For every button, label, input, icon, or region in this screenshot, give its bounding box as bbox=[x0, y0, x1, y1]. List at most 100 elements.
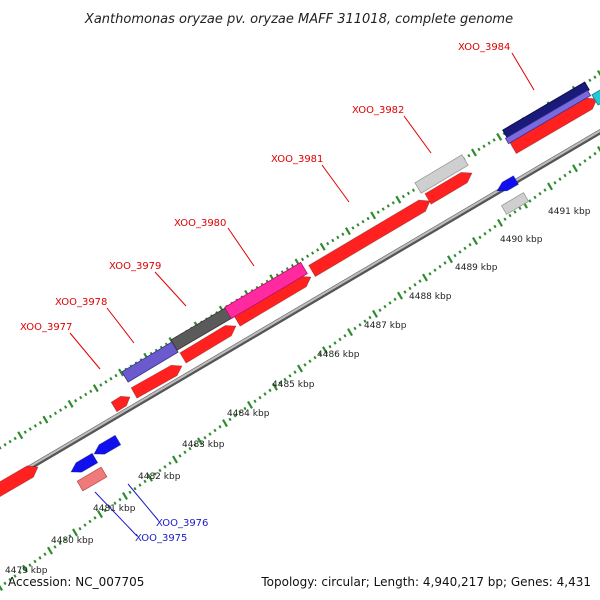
major-tick bbox=[42, 415, 49, 424]
minor-tick bbox=[483, 232, 487, 236]
kbp-scale-labels: 4479 kbp 4480 kbp 4481 kbp 4482 kbp 4483… bbox=[5, 207, 591, 576]
gene-block-xoo-3978[interactable] bbox=[121, 341, 179, 383]
major-tick bbox=[172, 455, 178, 464]
minor-tick bbox=[300, 257, 305, 262]
minor-tick bbox=[338, 337, 342, 342]
gene-block-xoo-3979-red[interactable] bbox=[179, 325, 237, 364]
minor-tick bbox=[391, 201, 395, 205]
minor-tick bbox=[376, 210, 380, 214]
gene-block-xoo-3982-red[interactable] bbox=[424, 171, 473, 205]
minor-tick bbox=[408, 286, 412, 291]
gene-label-xoo-3979[interactable]: XOO_3979 bbox=[109, 261, 161, 272]
gene-block-blue-right[interactable] bbox=[496, 175, 520, 192]
gene-block-pink[interactable] bbox=[76, 466, 108, 492]
minor-tick bbox=[33, 424, 37, 428]
major-tick bbox=[247, 400, 253, 409]
major-tick bbox=[547, 182, 553, 191]
minor-tick bbox=[368, 315, 372, 320]
major-tick bbox=[397, 291, 403, 300]
gene-block-xoo-3977[interactable] bbox=[110, 395, 131, 413]
minor-tick bbox=[513, 210, 517, 214]
minor-tick bbox=[183, 450, 187, 454]
major-tick bbox=[197, 437, 203, 446]
major-tick bbox=[497, 218, 503, 227]
minor-tick bbox=[458, 250, 462, 254]
minor-tick bbox=[467, 153, 471, 158]
minor-tick bbox=[48, 414, 53, 419]
gene-block-left-partial[interactable] bbox=[0, 465, 39, 501]
gene-block-grey-right[interactable] bbox=[500, 192, 530, 215]
minor-tick bbox=[503, 217, 507, 221]
minor-tick bbox=[333, 341, 337, 345]
minor-tick bbox=[83, 523, 87, 527]
minor-tick bbox=[193, 443, 197, 447]
minor-tick bbox=[203, 435, 207, 440]
minor-tick bbox=[528, 199, 532, 203]
minor-tick bbox=[38, 556, 42, 560]
minor-tick bbox=[68, 534, 72, 538]
major-tick bbox=[344, 227, 351, 236]
minor-tick bbox=[18, 570, 22, 575]
major-tick bbox=[422, 273, 428, 282]
gene-block-xoo-3980[interactable] bbox=[224, 261, 308, 320]
gene-block-xoo-3981[interactable] bbox=[308, 199, 431, 278]
minor-tick bbox=[8, 439, 12, 444]
minor-tick bbox=[488, 228, 492, 232]
minor-tick bbox=[99, 383, 103, 387]
gene-label-xoo-3975[interactable]: XOO_3975 bbox=[135, 533, 187, 544]
minor-tick bbox=[263, 392, 267, 396]
major-tick bbox=[496, 132, 503, 141]
minor-tick bbox=[13, 574, 17, 578]
gene-label-xoo-3980[interactable]: XOO_3980 bbox=[174, 218, 226, 229]
kbp-label: 4484 kbp bbox=[227, 409, 270, 419]
gene-label-xoo-3981[interactable]: XOO_3981 bbox=[271, 154, 323, 165]
major-tick bbox=[22, 564, 28, 573]
minor-tick bbox=[563, 173, 567, 178]
minor-tick bbox=[308, 359, 312, 363]
gene-label-xoo-3978[interactable]: XOO_3978 bbox=[55, 297, 107, 308]
minor-tick bbox=[568, 170, 572, 174]
minor-tick bbox=[363, 319, 367, 323]
gene-block-cyan-partial[interactable] bbox=[591, 89, 600, 106]
minor-tick bbox=[104, 380, 108, 384]
minor-tick bbox=[366, 216, 370, 221]
major-tick bbox=[447, 255, 453, 264]
gene-block-xoo-3978-red[interactable] bbox=[130, 364, 183, 399]
minor-tick bbox=[238, 410, 242, 414]
minor-tick bbox=[133, 486, 137, 491]
minor-tick bbox=[306, 254, 310, 258]
minor-tick bbox=[463, 246, 467, 251]
major-tick bbox=[472, 237, 478, 246]
minor-tick bbox=[336, 235, 340, 240]
minor-tick bbox=[487, 141, 491, 145]
major-tick bbox=[47, 546, 53, 555]
kbp-label: 4488 kbp bbox=[409, 292, 452, 302]
leader-xoo-3976 bbox=[127, 483, 159, 521]
minor-tick bbox=[243, 406, 247, 411]
gene-block-xoo-3975-blue[interactable] bbox=[70, 452, 99, 473]
minor-tick bbox=[378, 308, 382, 312]
major-tick bbox=[395, 195, 402, 204]
minor-tick bbox=[228, 417, 232, 422]
kbp-label: 4483 kbp bbox=[182, 440, 225, 450]
kbp-label: 4489 kbp bbox=[455, 263, 498, 273]
gene-label-xoo-3976[interactable]: XOO_3976 bbox=[156, 518, 208, 529]
minor-tick bbox=[316, 248, 320, 252]
kbp-label: 4482 kbp bbox=[138, 472, 181, 482]
minor-tick bbox=[403, 290, 407, 294]
major-tick bbox=[372, 309, 378, 318]
minor-tick bbox=[8, 578, 12, 582]
gene-label-xoo-3982[interactable]: XOO_3982 bbox=[352, 105, 404, 116]
gene-label-xoo-3977[interactable]: XOO_3977 bbox=[20, 322, 72, 333]
gene-label-xoo-3984[interactable]: XOO_3984 bbox=[458, 42, 510, 53]
gene-block-xoo-3982[interactable] bbox=[414, 154, 469, 194]
minor-tick bbox=[433, 268, 437, 272]
major-tick bbox=[67, 399, 74, 408]
minor-tick bbox=[93, 516, 97, 520]
gene-block-xoo-3984-light[interactable] bbox=[504, 89, 592, 145]
gene-block-xoo-3984-dark[interactable] bbox=[502, 81, 590, 139]
major-tick bbox=[470, 148, 477, 157]
gene-block-xoo-3976-blue[interactable] bbox=[93, 434, 122, 455]
label-leaders bbox=[69, 52, 535, 537]
minor-tick bbox=[593, 75, 597, 79]
